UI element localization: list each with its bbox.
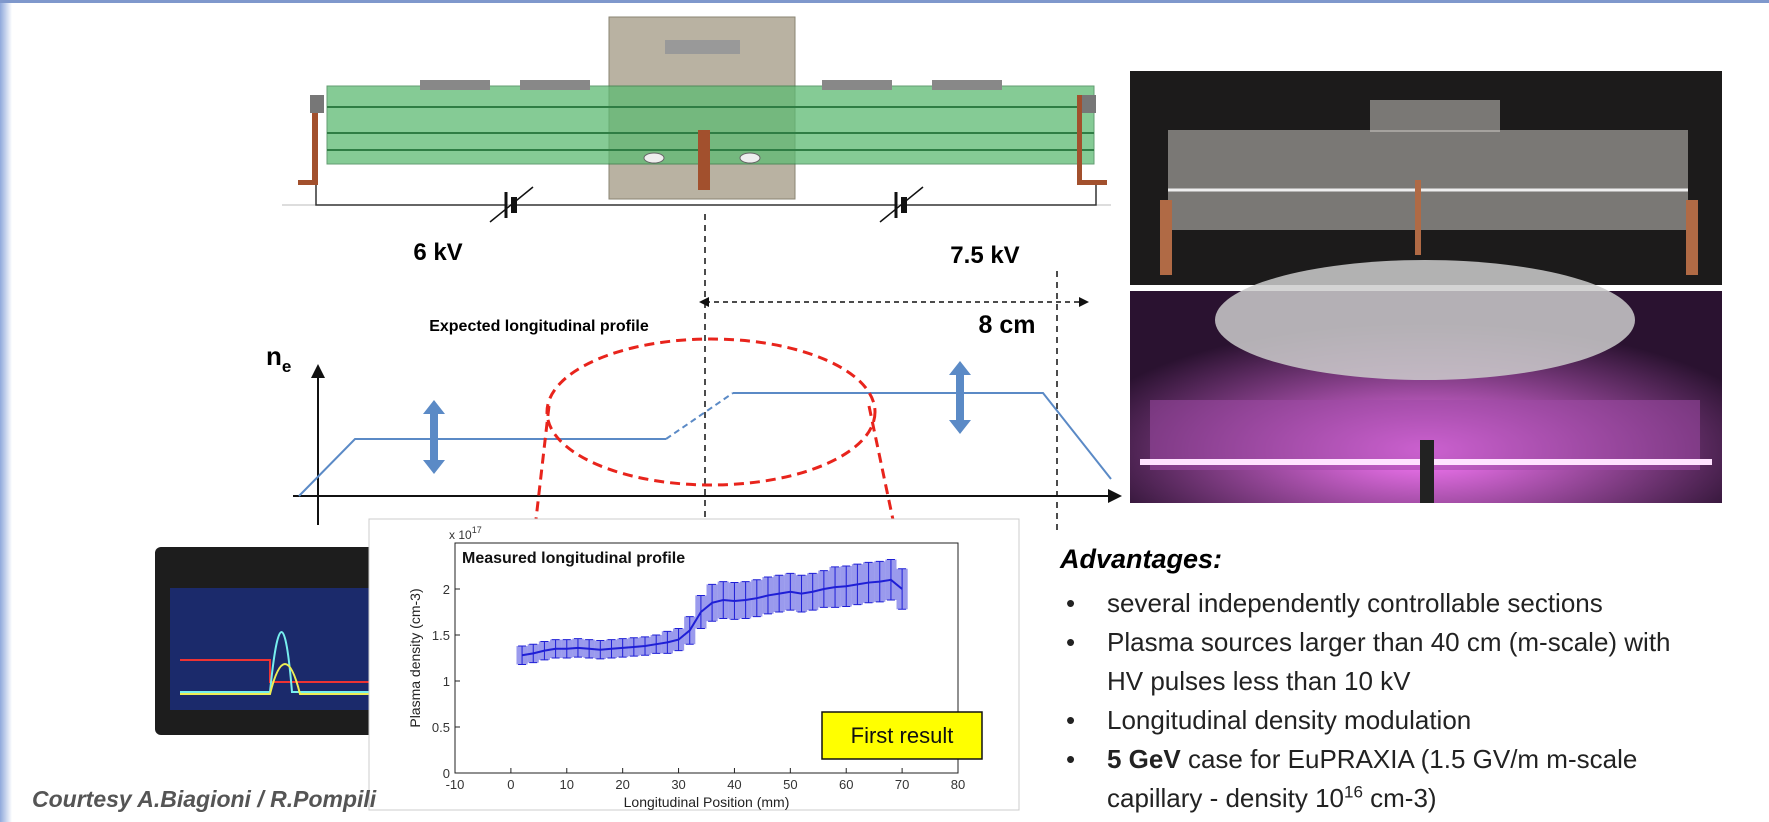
advantages-list: several independently controllable secti… xyxy=(1066,584,1746,818)
capillary-photo xyxy=(1130,71,1722,285)
y-axis-label: Plasma density (cm-3) xyxy=(407,588,423,727)
x-tick-label: 10 xyxy=(560,777,574,792)
density-symbol: ne xyxy=(266,341,291,376)
zoom-ellipse xyxy=(547,339,875,485)
expected-profile xyxy=(299,439,666,496)
credit: Courtesy A.Biagioni / R.Pompili xyxy=(32,786,376,813)
modulation-arrow xyxy=(423,361,971,474)
x-tick-label: 50 xyxy=(783,777,797,792)
slide: 6 kV 7.5 kV 8 cm Expected longitudinal p… xyxy=(0,0,1769,822)
x-tick-label: 20 xyxy=(615,777,629,792)
slide-edge xyxy=(0,0,12,822)
bullet: Longitudinal density modulation xyxy=(1066,701,1707,740)
distance-arrow xyxy=(699,297,1089,307)
bullet-bold: 5 GeV xyxy=(1107,744,1181,774)
x-tick-label: 30 xyxy=(671,777,685,792)
plasma-photo xyxy=(1130,260,1722,503)
oscilloscope-photo xyxy=(155,547,403,735)
y-tick-label: 0 xyxy=(443,766,450,781)
voltage-label: 6 kV xyxy=(413,239,462,266)
scale-exponent: 17 xyxy=(472,525,482,535)
bullet-sup: 16 xyxy=(1344,782,1363,801)
bullet-text: cm-3) xyxy=(1363,783,1437,813)
y-tick-label: 2 xyxy=(443,582,450,597)
advantages-title: Advantages: xyxy=(1060,544,1222,575)
bullet: Plasma sources larger than 40 cm (m-scal… xyxy=(1066,623,1707,701)
y-tick-label: 1 xyxy=(443,674,450,689)
x-tick-label: 60 xyxy=(839,777,853,792)
expected-profile xyxy=(733,393,1111,479)
expected-profile xyxy=(666,393,733,439)
x-axis-label: Longitudinal Position (mm) xyxy=(624,794,790,810)
chart-title: Measured longitudinal profile xyxy=(462,550,685,567)
y-tick-label: 1.5 xyxy=(432,628,450,643)
scale-base: x 10 xyxy=(449,528,472,542)
bullet: several independently controllable secti… xyxy=(1066,584,1707,623)
profile-axes xyxy=(293,364,1122,525)
slide-top-line xyxy=(0,0,1769,3)
distance-label: 8 cm xyxy=(979,311,1036,339)
annotation: First result xyxy=(851,723,954,748)
voltage-label: 7.5 kV xyxy=(950,242,1019,269)
bullet: 5 GeV case for EuPRAXIA (1.5 GV/m m-scal… xyxy=(1066,740,1707,818)
capillary-drawing xyxy=(282,17,1111,222)
x-tick-label: 40 xyxy=(727,777,741,792)
y-tick-label: 0.5 xyxy=(432,720,450,735)
x-tick-label: 80 xyxy=(951,777,965,792)
expected-title: Expected longitudinal profile xyxy=(429,318,649,335)
x-tick-label: 0 xyxy=(507,777,514,792)
x-tick-label: 70 xyxy=(895,777,909,792)
